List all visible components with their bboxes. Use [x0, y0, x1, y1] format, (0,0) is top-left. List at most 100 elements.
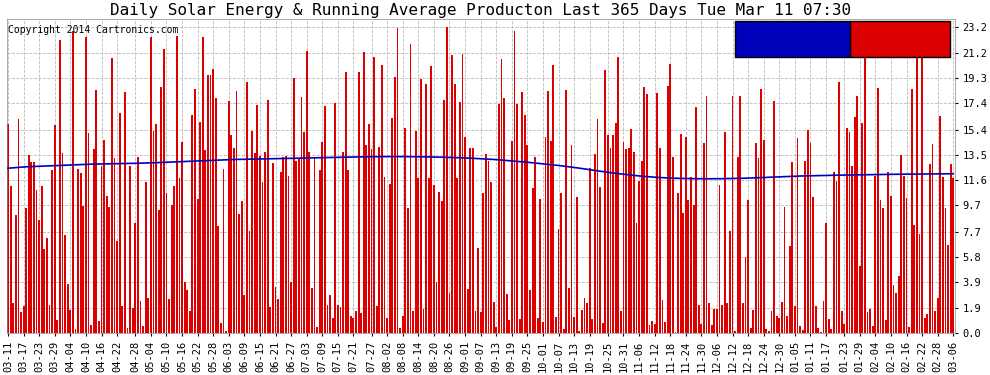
Bar: [729, 231, 731, 333]
Bar: [469, 148, 471, 333]
Bar: [952, 177, 954, 333]
Bar: [719, 185, 721, 333]
Bar: [786, 315, 788, 333]
Bar: [856, 96, 858, 333]
Bar: [378, 147, 380, 333]
Bar: [752, 310, 754, 333]
Bar: [807, 130, 809, 333]
Bar: [82, 206, 84, 333]
Bar: [932, 144, 934, 333]
Bar: [698, 305, 700, 333]
Bar: [778, 318, 780, 333]
Bar: [529, 290, 531, 333]
Bar: [511, 141, 513, 333]
Bar: [69, 310, 71, 333]
Bar: [794, 306, 796, 333]
Bar: [461, 54, 463, 333]
Bar: [357, 72, 359, 333]
Bar: [15, 215, 17, 333]
Bar: [495, 327, 497, 333]
Bar: [189, 312, 191, 333]
Bar: [106, 196, 108, 333]
Bar: [114, 158, 116, 333]
FancyBboxPatch shape: [735, 21, 850, 57]
Bar: [836, 181, 838, 333]
Bar: [535, 157, 537, 333]
Bar: [498, 104, 500, 333]
Bar: [236, 91, 238, 333]
Bar: [423, 309, 425, 333]
Bar: [944, 208, 946, 333]
Bar: [239, 214, 240, 333]
Bar: [44, 249, 46, 333]
Bar: [124, 92, 126, 333]
Bar: [381, 65, 383, 333]
Bar: [597, 119, 598, 333]
Bar: [911, 89, 913, 333]
Bar: [924, 318, 926, 333]
Bar: [547, 90, 549, 333]
Bar: [724, 132, 726, 333]
Bar: [311, 288, 313, 333]
Bar: [428, 178, 430, 333]
Bar: [708, 303, 710, 333]
Bar: [783, 207, 785, 333]
Bar: [80, 173, 81, 333]
Bar: [324, 106, 326, 333]
Bar: [441, 201, 443, 333]
Bar: [485, 154, 487, 333]
Bar: [244, 295, 246, 333]
Bar: [459, 102, 460, 333]
Bar: [72, 32, 74, 333]
Bar: [176, 36, 178, 333]
Bar: [212, 69, 214, 333]
Bar: [544, 137, 546, 333]
Bar: [661, 300, 663, 333]
Bar: [261, 182, 263, 333]
Bar: [682, 213, 684, 333]
Bar: [651, 321, 653, 333]
Bar: [653, 324, 655, 333]
Bar: [919, 234, 921, 333]
Bar: [266, 99, 268, 333]
Bar: [848, 132, 850, 333]
Bar: [418, 178, 419, 333]
Bar: [757, 158, 759, 333]
Bar: [514, 31, 516, 333]
Bar: [763, 141, 764, 333]
Bar: [108, 207, 110, 333]
Bar: [706, 96, 708, 333]
Bar: [135, 223, 137, 333]
Bar: [446, 27, 447, 333]
Bar: [927, 314, 929, 333]
Bar: [163, 49, 164, 333]
Bar: [872, 326, 874, 333]
Bar: [436, 282, 438, 333]
Bar: [586, 303, 588, 333]
Bar: [851, 166, 853, 333]
Bar: [363, 52, 364, 333]
Bar: [599, 186, 601, 333]
Bar: [625, 148, 627, 333]
Bar: [742, 303, 743, 333]
Bar: [293, 78, 295, 333]
Bar: [942, 177, 943, 333]
Bar: [407, 208, 409, 333]
Bar: [532, 188, 534, 333]
Bar: [644, 87, 645, 333]
Bar: [537, 318, 539, 333]
Bar: [935, 310, 936, 333]
Bar: [157, 210, 159, 333]
Bar: [116, 241, 118, 333]
Bar: [210, 75, 212, 333]
Bar: [18, 119, 20, 333]
Bar: [519, 320, 521, 333]
Bar: [352, 318, 354, 333]
Bar: [322, 142, 323, 333]
Bar: [565, 90, 567, 333]
Bar: [874, 176, 876, 333]
Bar: [165, 193, 167, 333]
Bar: [316, 327, 318, 333]
Bar: [10, 186, 12, 333]
Bar: [410, 44, 412, 333]
